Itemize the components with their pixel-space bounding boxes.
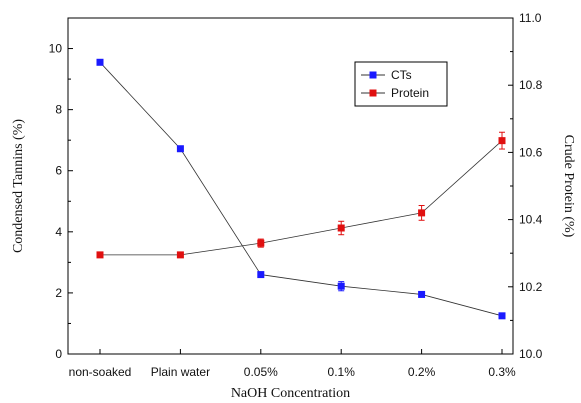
x-tick-label: non-soaked — [69, 365, 132, 379]
x-tick-label: 0.3% — [488, 365, 516, 379]
x-tick-label: Plain water — [151, 365, 210, 379]
x-axis-title: NaOH Concentration — [231, 386, 350, 401]
series-protein — [96, 131, 506, 259]
legend-label: CTs — [391, 68, 412, 82]
x-tick-label: 0.05% — [244, 365, 278, 379]
x-tick-label: 0.1% — [328, 365, 356, 379]
data-point — [337, 282, 345, 290]
data-point — [257, 271, 265, 279]
legend-label: Protein — [391, 86, 429, 100]
y-tick-label: 4 — [55, 225, 62, 239]
data-point — [176, 145, 184, 153]
data-point — [257, 239, 265, 247]
legend-item: CTs — [361, 68, 412, 82]
y-tick-label: 8 — [55, 103, 62, 117]
data-point — [176, 251, 184, 259]
data-point — [96, 58, 104, 66]
data-point — [418, 290, 426, 298]
y-tick-label: 0 — [55, 347, 62, 361]
data-point — [337, 224, 345, 232]
legend-box — [354, 61, 448, 107]
y-tick-label: 10 — [49, 42, 63, 56]
y2-tick-label: 10.0 — [519, 347, 543, 361]
y2-tick-label: 10.2 — [519, 280, 543, 294]
y-axis-right: 10.0 10.2 10.4 10.6 10.8 11.0 — [508, 11, 543, 361]
series-cts — [96, 58, 506, 320]
y-axis-title: Condensed Tannins (%) — [11, 119, 26, 253]
x-tick-label: 0.2% — [408, 365, 436, 379]
data-point — [498, 312, 506, 320]
x-axis: non-soaked Plain water 0.05% 0.1% 0.2% 0.3% — [69, 349, 516, 379]
legend-marker — [369, 89, 377, 97]
legend: CTs Protein — [354, 61, 448, 107]
legend-item: Protein — [361, 86, 429, 100]
y2-tick-label: 10.6 — [519, 145, 543, 159]
y2-tick-label: 10.4 — [519, 213, 543, 227]
y2-axis-title: Crude Protein (%) — [561, 135, 576, 238]
series-layer — [96, 58, 506, 320]
y-tick-label: 2 — [55, 286, 62, 300]
y2-tick-label: 10.8 — [519, 78, 543, 92]
series-line — [99, 62, 503, 317]
data-point — [498, 137, 506, 145]
data-point — [418, 209, 426, 217]
series-line — [100, 140, 503, 256]
legend-marker — [369, 71, 377, 79]
y2-tick-label: 11.0 — [519, 11, 542, 25]
data-point — [96, 251, 104, 259]
y-axis-left: 0 2 4 6 8 10 — [49, 42, 73, 361]
y-tick-label: 6 — [55, 164, 62, 178]
